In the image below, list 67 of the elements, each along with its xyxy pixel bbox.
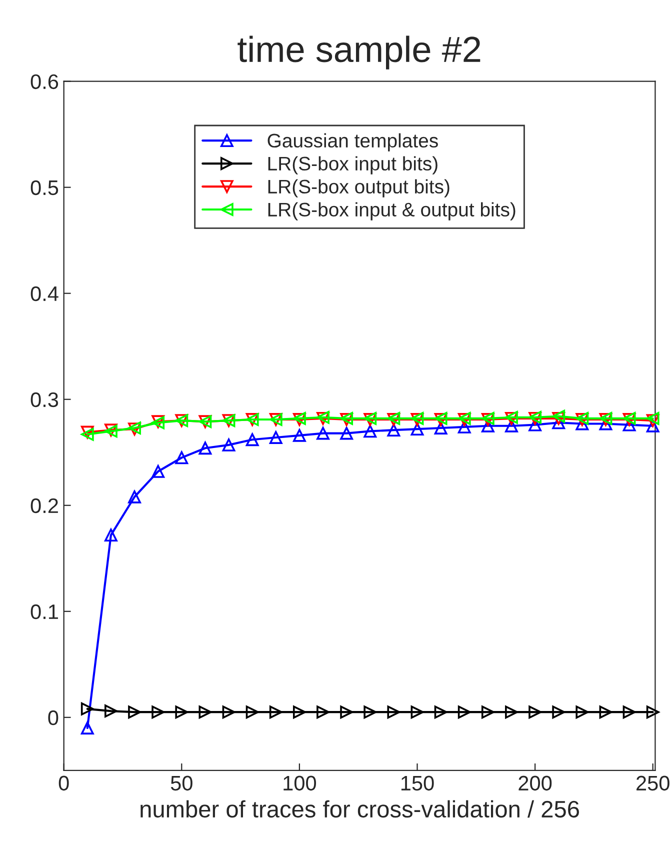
- point: [552, 706, 566, 719]
- point: [222, 706, 236, 719]
- point: [175, 706, 188, 719]
- y-tick-label: 0.6: [30, 74, 58, 90]
- point: [481, 419, 494, 432]
- point: [128, 706, 141, 719]
- point: [458, 706, 471, 719]
- point: [269, 431, 282, 444]
- chart-title: time sample #2: [238, 36, 480, 70]
- legend-label: LR(S-box input & output bits): [268, 202, 516, 220]
- point: [410, 706, 424, 719]
- point: [599, 706, 612, 719]
- point: [646, 419, 660, 432]
- point: [269, 706, 282, 719]
- point: [198, 442, 212, 455]
- point: [152, 706, 165, 719]
- y-tick-label: 0: [48, 710, 58, 726]
- point: [387, 706, 400, 719]
- x-tick-label: 0: [58, 776, 69, 791]
- legend-label: LR(S-box output bits): [268, 179, 450, 198]
- x-axis-title: number of traces for cross-validation / 256: [140, 800, 579, 818]
- point: [364, 706, 377, 719]
- point: [505, 706, 518, 719]
- y-tick-label: 0.3: [30, 392, 58, 408]
- point: [175, 451, 188, 464]
- point: [340, 706, 354, 719]
- point: [292, 706, 306, 719]
- point: [316, 426, 330, 440]
- x-tick-label: 100: [284, 776, 316, 791]
- x-tick-label: 150: [401, 776, 434, 791]
- point: [576, 706, 589, 719]
- y-tick-label: 0.1: [30, 604, 58, 620]
- point: [316, 706, 330, 719]
- point: [387, 424, 400, 437]
- y-tick-label: 0.2: [30, 498, 58, 514]
- point: [198, 706, 212, 719]
- point: [622, 706, 636, 719]
- point: [128, 490, 141, 504]
- point: [340, 426, 354, 440]
- point: [246, 433, 259, 446]
- point: [528, 706, 542, 719]
- point: [410, 422, 424, 436]
- point: [80, 722, 94, 734]
- y-tick-label: 0.5: [30, 180, 58, 196]
- point: [646, 414, 660, 428]
- point: [505, 419, 518, 432]
- point: [104, 528, 118, 542]
- x-tick-label: 200: [518, 776, 552, 791]
- point: [364, 424, 377, 438]
- point: [152, 464, 165, 478]
- point: [646, 412, 660, 425]
- point: [481, 706, 494, 719]
- legend-label: LR(S-box input bits): [268, 156, 438, 174]
- legend-label: Gaussian templates: [268, 133, 438, 152]
- point: [458, 420, 471, 434]
- y-tick-label: 0.4: [30, 286, 58, 302]
- point: [434, 706, 448, 719]
- x-tick-label: 250: [636, 776, 670, 791]
- point: [104, 704, 118, 718]
- point: [222, 438, 236, 452]
- point: [528, 418, 542, 432]
- x-tick-label: 50: [170, 776, 192, 791]
- point: [646, 706, 660, 719]
- point: [246, 706, 259, 719]
- point: [80, 702, 94, 716]
- point: [434, 422, 448, 434]
- point: [292, 428, 306, 442]
